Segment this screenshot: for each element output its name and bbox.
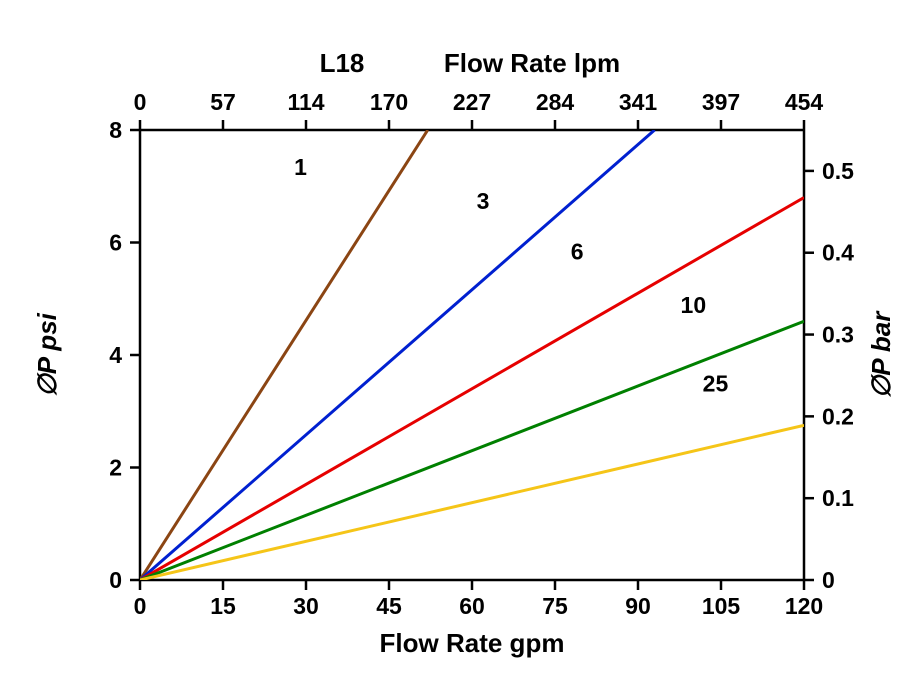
y-right-tick-label: 0.3 (822, 322, 854, 348)
x-top-tick-label: 0 (134, 89, 147, 115)
x-tick-label: 75 (542, 593, 568, 619)
chart-title: L18 (320, 48, 365, 78)
x-top-tick-label: 284 (536, 89, 575, 115)
y-right-tick-label: 0 (822, 567, 835, 593)
series-label-10: 10 (681, 292, 707, 318)
x-top-tick-label: 341 (619, 89, 658, 115)
x-tick-label: 105 (702, 593, 741, 619)
y-right-tick-label: 0.5 (822, 158, 854, 184)
y-left-tick-label: 0 (109, 567, 122, 593)
series-10 (140, 321, 804, 580)
series-label-25: 25 (703, 371, 729, 397)
x-top-tick-label: 397 (702, 89, 740, 115)
y-axis-left-label: ∅P psi (32, 312, 62, 397)
y-axis-right-label: ∅P bar (866, 310, 896, 399)
series-label-6: 6 (571, 238, 584, 264)
x-top-tick-label: 114 (287, 89, 324, 115)
chart-svg: 0153045607590105120Flow Rate gpm05711417… (0, 0, 916, 694)
series-3 (140, 130, 655, 580)
x-tick-label: 15 (210, 593, 236, 619)
x-axis-top-label: Flow Rate lpm (444, 48, 620, 78)
x-tick-label: 60 (459, 593, 485, 619)
y-left-tick-label: 6 (109, 230, 122, 256)
x-tick-label: 120 (785, 593, 823, 619)
x-top-tick-label: 57 (210, 89, 236, 115)
x-top-tick-label: 227 (453, 89, 491, 115)
x-tick-label: 45 (376, 593, 402, 619)
y-left-tick-label: 2 (109, 455, 122, 481)
y-right-tick-label: 0.4 (822, 240, 854, 266)
x-top-tick-label: 454 (785, 89, 824, 115)
series-25 (140, 425, 804, 580)
chart-container: 0153045607590105120Flow Rate gpm05711417… (0, 0, 916, 694)
series-label-1: 1 (294, 154, 307, 180)
series-label-3: 3 (477, 188, 490, 214)
x-tick-label: 90 (625, 593, 651, 619)
y-left-tick-label: 8 (109, 117, 122, 143)
series-1 (140, 130, 428, 580)
x-tick-label: 30 (293, 593, 319, 619)
y-right-tick-label: 0.1 (822, 485, 854, 511)
x-axis-bottom-label: Flow Rate gpm (380, 628, 565, 658)
x-top-tick-label: 170 (370, 89, 408, 115)
y-right-tick-label: 0.2 (822, 403, 854, 429)
series-group (140, 130, 804, 580)
y-left-tick-label: 4 (109, 342, 122, 368)
x-tick-label: 0 (134, 593, 147, 619)
